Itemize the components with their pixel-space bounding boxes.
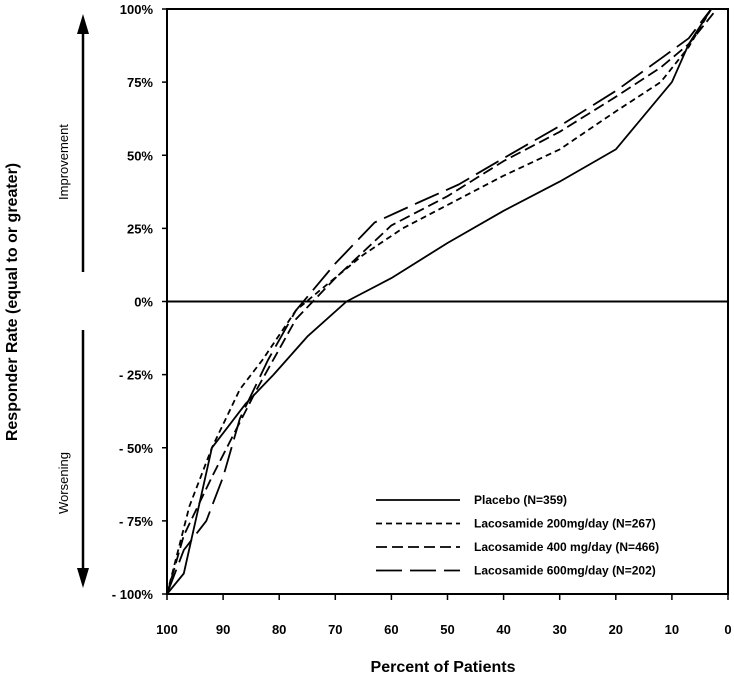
legend-entry-3: Lacosamide 400 mg/day (N=466) (474, 540, 659, 554)
series-lines (166, 8, 718, 595)
x-axis-title: Percent of Patients (371, 659, 516, 676)
x-tick-label: 90 (216, 622, 230, 637)
x-tick-label: 40 (496, 622, 510, 637)
x-tick-label: 20 (609, 622, 623, 637)
y-tick-label: - 50% (119, 441, 153, 456)
down-arrow-icon (77, 568, 89, 588)
y-axis-title: Responder Rate (equal to or greater) (4, 163, 21, 441)
side-annotations: Improvement Worsening (56, 14, 89, 588)
x-tick-label: 80 (272, 622, 286, 637)
y-tick-label: 75% (127, 75, 153, 90)
series-line-4 (166, 8, 712, 595)
series-line-2 (166, 8, 712, 595)
y-tick-label: 25% (127, 221, 153, 236)
x-tick-label: 30 (552, 622, 566, 637)
y-tick-label: 100% (120, 2, 154, 17)
x-tick-label: 10 (665, 622, 679, 637)
x-tick-label: 50 (440, 622, 454, 637)
y-tick-label: - 100% (112, 587, 154, 602)
series-line-1 (166, 8, 712, 595)
x-tick-label: 70 (328, 622, 342, 637)
series-line-3 (166, 8, 718, 595)
x-tick-label: 100 (156, 622, 178, 637)
y-tick-label: - 75% (119, 514, 153, 529)
x-tick-label: 60 (384, 622, 398, 637)
legend-entry-4: Lacosamide 600mg/day (N=202) (474, 564, 656, 578)
chart-axes (162, 8, 729, 600)
tick-labels: 100%75%50%25%0%- 25%- 50%- 75%- 100%100 9… (112, 2, 732, 637)
y-tick-label: 0% (134, 295, 153, 310)
improvement-label: Improvement (56, 124, 71, 200)
y-tick-label: 50% (127, 148, 153, 163)
legend-entry-2: Lacosamide 200mg/day (N=267) (474, 517, 656, 531)
up-arrow-icon (77, 14, 89, 34)
worsening-label: Worsening (56, 452, 71, 514)
y-tick-label: - 25% (119, 368, 153, 383)
legend: Placebo (N=359) Lacosamide 200mg/day (N=2… (376, 493, 659, 578)
x-tick-label: 0 (724, 622, 731, 637)
legend-entry-1: Placebo (N=359) (474, 493, 567, 507)
